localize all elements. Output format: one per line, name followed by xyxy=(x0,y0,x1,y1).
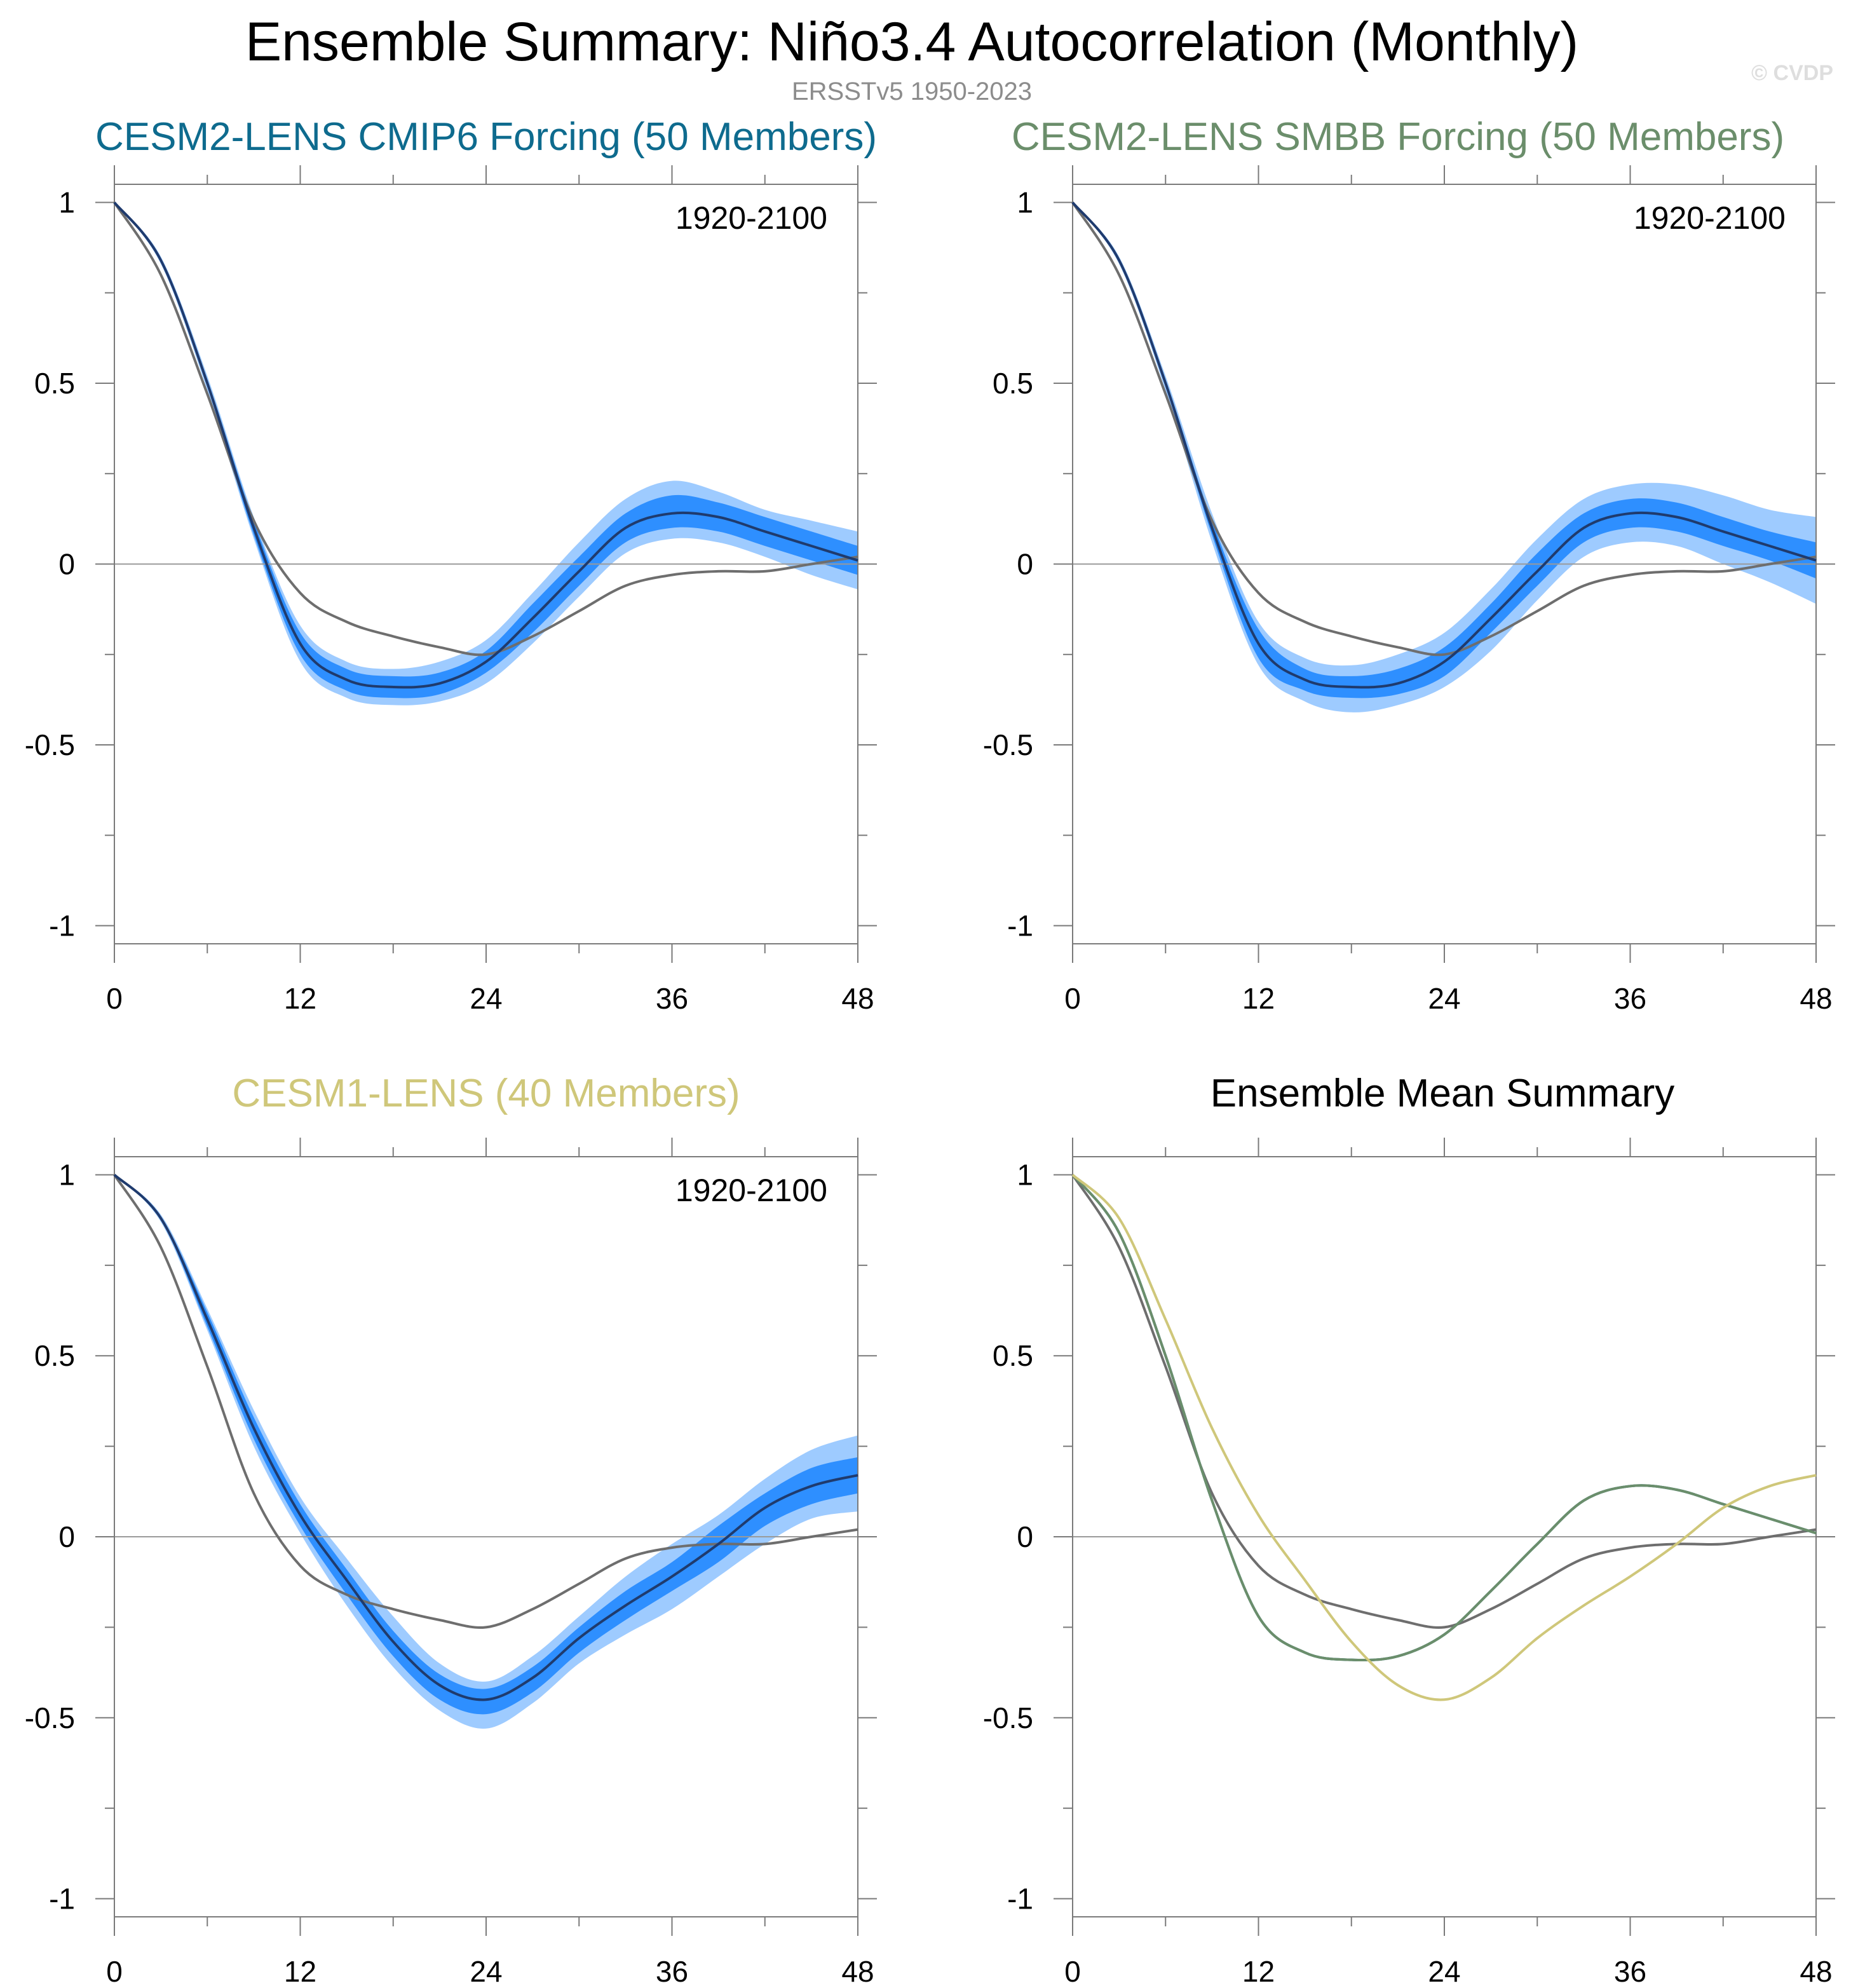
y-tick-label: 1 xyxy=(1017,186,1033,219)
y-tick-label: 1 xyxy=(1017,1158,1033,1191)
x-tick-label: 48 xyxy=(841,982,874,1015)
page-title: Ensemble Summary: Niño3.4 Autocorrelatio… xyxy=(245,11,1579,72)
outer-spread-band xyxy=(114,202,858,705)
y-tick-label: -0.5 xyxy=(983,1701,1033,1734)
ensemble-mean-line xyxy=(1071,201,1817,689)
x-tick-label: 12 xyxy=(284,982,316,1015)
y-tick-label: 0 xyxy=(1017,548,1033,581)
y-tick-label: -1 xyxy=(1007,1882,1033,1916)
y-tick-label: 0 xyxy=(58,1520,75,1553)
panel-title-cesm1: CESM1-LENS (40 Members) xyxy=(232,1072,740,1115)
ensemble-mean-line xyxy=(113,201,858,689)
x-tick-label: 12 xyxy=(284,1955,316,1988)
x-tick-label: 36 xyxy=(1614,982,1646,1015)
y-tick-label: -0.5 xyxy=(25,1701,75,1734)
panel-title-cmip6: CESM2-LENS CMIP6 Forcing (50 Members) xyxy=(95,115,877,159)
chart-panel-2: 1 0.5 0 -0.5 -1 0 12 24 36 48 1920-2100 xyxy=(983,165,1835,1015)
x-tick-label: 36 xyxy=(1614,1955,1646,1988)
cesm2-lens-smbb-forcing-line xyxy=(1071,1174,1817,1662)
outer-spread-band xyxy=(114,1174,858,1729)
cvdp-watermark: © CVDP xyxy=(1751,61,1833,85)
y-tick-label: 0.5 xyxy=(34,367,75,400)
y-tick-label: -1 xyxy=(49,909,75,943)
period-label: 1920-2100 xyxy=(675,1173,827,1208)
obs-line xyxy=(113,1174,858,1629)
x-tick-label: 48 xyxy=(1800,982,1832,1015)
period-label: 1920-2100 xyxy=(675,200,827,236)
outer-spread-band xyxy=(1073,202,1816,712)
x-tick-label: 12 xyxy=(1242,1955,1275,1988)
x-tick-label: 0 xyxy=(1064,982,1081,1015)
obs-line xyxy=(1071,201,1817,657)
chart-panel-1: 1 0.5 0 -0.5 -1 0 12 24 36 48 1920-2100 xyxy=(25,165,877,1015)
observation-subtitle: ERSSTv5 1950-2023 xyxy=(791,78,1032,106)
y-tick-label: 0.5 xyxy=(993,1339,1033,1372)
period-label: 1920-2100 xyxy=(1634,200,1786,236)
panel-title-summary: Ensemble Mean Summary xyxy=(1210,1072,1675,1115)
x-tick-label: 24 xyxy=(470,1955,502,1988)
y-tick-label: 0.5 xyxy=(993,367,1033,400)
obs-line xyxy=(113,201,858,657)
y-tick-label: -0.5 xyxy=(25,728,75,761)
x-tick-label: 48 xyxy=(1800,1955,1832,1988)
y-tick-label: -1 xyxy=(49,1882,75,1916)
y-tick-label: 0 xyxy=(58,548,75,581)
inner-spread-band xyxy=(114,1174,858,1715)
y-tick-label: -0.5 xyxy=(983,728,1033,761)
chart-panel-3: 1 0.5 0 -0.5 -1 0 12 24 36 48 1920-2100 xyxy=(25,1138,877,1988)
y-tick-label: 0.5 xyxy=(34,1339,75,1372)
x-tick-label: 0 xyxy=(106,982,123,1015)
chart-panel-4: 1 0.5 0 -0.5 -1 0 12 24 36 48 xyxy=(983,1138,1835,1988)
x-tick-label: 24 xyxy=(1428,982,1460,1015)
obs-line xyxy=(1071,1174,1817,1629)
x-tick-label: 12 xyxy=(1242,982,1275,1015)
x-tick-label: 0 xyxy=(1064,1955,1081,1988)
x-tick-label: 24 xyxy=(1428,1955,1460,1988)
ensemble-mean-line xyxy=(113,1174,858,1701)
x-tick-label: 36 xyxy=(656,1955,688,1988)
x-tick-label: 24 xyxy=(470,982,502,1015)
panel-title-smbb: CESM2-LENS SMBB Forcing (50 Members) xyxy=(1011,115,1785,159)
x-tick-label: 0 xyxy=(106,1955,123,1988)
x-tick-label: 36 xyxy=(656,982,688,1015)
x-tick-label: 48 xyxy=(841,1955,874,1988)
y-tick-label: -1 xyxy=(1007,909,1033,943)
y-tick-label: 1 xyxy=(58,1158,75,1191)
cesm1-lens-line xyxy=(1071,1174,1817,1701)
y-tick-label: 0 xyxy=(1017,1520,1033,1553)
y-tick-label: 1 xyxy=(58,186,75,219)
